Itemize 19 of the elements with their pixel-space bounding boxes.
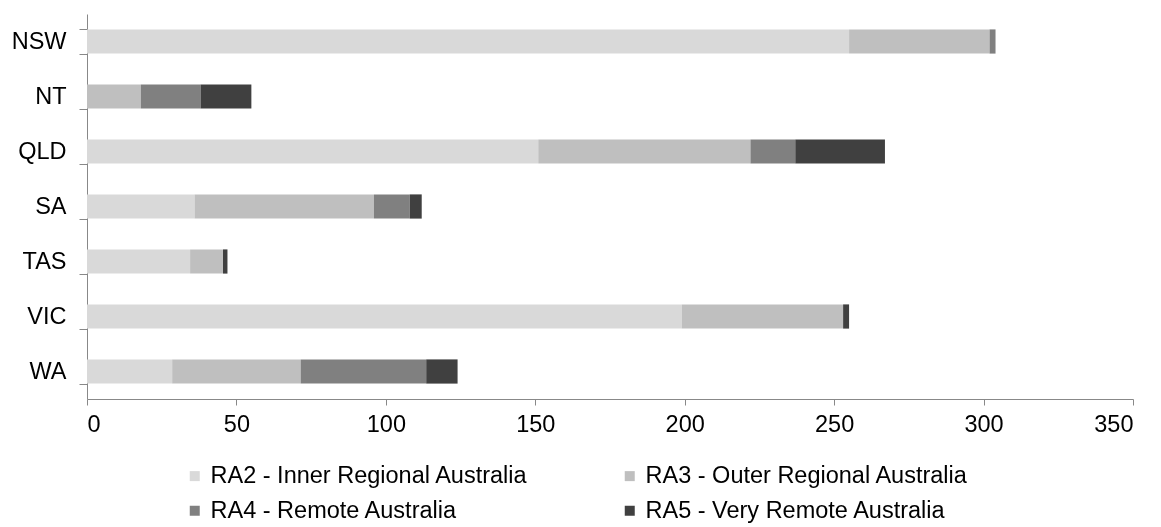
y-tick-label: WA (29, 358, 67, 384)
legend-label: RA2 - Inner Regional Australia (210, 462, 528, 489)
x-tick-label: 250 (815, 410, 855, 437)
legend-label: RA3 - Outer Regional Australia (645, 462, 968, 489)
y-tick-label: TAS (22, 248, 67, 274)
x-tick-label: 150 (516, 410, 556, 437)
legend-label: RA4 - Remote Australia (210, 496, 457, 523)
x-tick-label: 100 (366, 410, 406, 437)
y-tick-label: QLD (18, 138, 67, 164)
y-tick-label: NSW (11, 28, 68, 54)
y-tick-label: NT (35, 83, 67, 109)
x-tick-label: 200 (665, 410, 705, 437)
x-tick-label: 0 (87, 410, 101, 437)
x-tick-label: 300 (964, 410, 1004, 437)
x-tick-label: 350 (1094, 410, 1134, 437)
y-tick-label: VIC (27, 303, 67, 329)
y-tick-label: SA (35, 193, 67, 219)
legend-label: RA5 - Very Remote Australia (645, 496, 946, 523)
x-tick-label: 50 (223, 410, 250, 437)
